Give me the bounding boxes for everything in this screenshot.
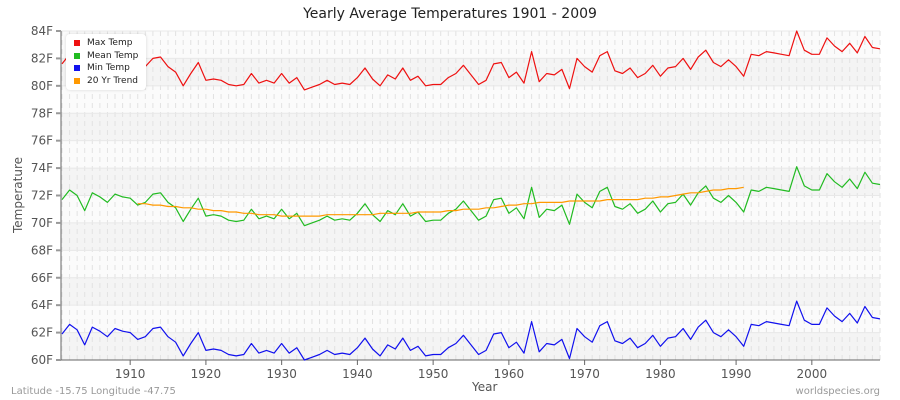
svg-text:2000: 2000 [797, 367, 828, 381]
legend-label: 20 Yr Trend [87, 75, 139, 86]
legend-label: Mean Temp [87, 50, 139, 61]
legend-label: Min Temp [87, 63, 130, 74]
svg-text:78F: 78F [31, 106, 53, 120]
svg-text:1930: 1930 [266, 367, 297, 381]
svg-text:1940: 1940 [342, 367, 373, 381]
svg-text:70F: 70F [31, 216, 53, 230]
legend-item-trend: 20 Yr Trend [74, 75, 138, 88]
svg-text:1980: 1980 [645, 367, 676, 381]
legend-label: Max Temp [87, 38, 133, 49]
trend-swatch-icon [74, 77, 80, 84]
mean-temp-swatch-icon [74, 52, 80, 59]
svg-text:74F: 74F [31, 161, 53, 175]
max-temp-swatch-icon [74, 40, 80, 47]
svg-text:64F: 64F [31, 298, 53, 312]
legend-item-min: Min Temp [74, 62, 138, 75]
x-axis-label: Year [472, 380, 498, 394]
svg-text:1960: 1960 [494, 367, 525, 381]
max-temp-line [61, 30, 881, 91]
svg-text:1910: 1910 [115, 367, 146, 381]
svg-text:72F: 72F [31, 189, 53, 203]
svg-text:1950: 1950 [418, 367, 449, 381]
legend-item-max: Max Temp [74, 37, 138, 50]
svg-text:62F: 62F [31, 326, 53, 340]
min-temp-line [61, 300, 881, 361]
svg-text:1970: 1970 [569, 367, 600, 381]
svg-text:68F: 68F [31, 243, 53, 257]
legend-item-mean: Mean Temp [74, 50, 138, 63]
mean-temp-line [61, 166, 881, 227]
svg-text:66F: 66F [31, 271, 53, 285]
svg-text:84F: 84F [31, 24, 53, 38]
svg-text:1990: 1990 [721, 367, 752, 381]
min-temp-swatch-icon [74, 65, 80, 72]
svg-text:1920: 1920 [191, 367, 222, 381]
20-yr-trend-line [137, 186, 744, 217]
svg-text:82F: 82F [31, 51, 53, 65]
svg-text:76F: 76F [31, 134, 53, 148]
legend: Max Temp Mean Temp Min Temp 20 Yr Trend [66, 34, 147, 90]
svg-text:80F: 80F [31, 79, 53, 93]
chart-title: Yearly Average Temperatures 1901 - 2009 [303, 6, 597, 22]
source-credit: worldspecies.org [795, 386, 880, 397]
svg-text:60F: 60F [31, 353, 53, 367]
location-caption: Latitude -15.75 Longitude -47.75 [11, 386, 176, 397]
